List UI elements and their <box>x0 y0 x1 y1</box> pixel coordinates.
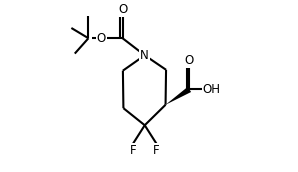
Text: O: O <box>118 3 127 16</box>
Text: N: N <box>140 49 149 62</box>
Text: F: F <box>153 144 160 157</box>
Text: OH: OH <box>203 83 221 96</box>
Text: O: O <box>97 32 106 45</box>
Text: F: F <box>129 144 136 157</box>
Text: O: O <box>185 54 194 67</box>
Polygon shape <box>166 87 191 105</box>
